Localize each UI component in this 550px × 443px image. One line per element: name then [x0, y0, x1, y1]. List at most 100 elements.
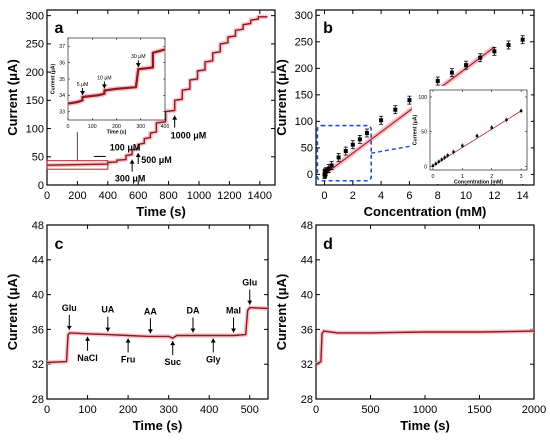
- x-tick-label: 1: [461, 174, 464, 180]
- data-point: [520, 37, 525, 42]
- annotation-arrow-head: [190, 328, 196, 333]
- inset-data-point: [434, 162, 438, 165]
- series-line: [46, 16, 268, 166]
- y-tick-label: 37: [59, 44, 65, 50]
- data-point: [407, 98, 412, 103]
- y-tick-label: 0: [307, 169, 313, 181]
- y-tick-label: 250: [26, 39, 44, 51]
- annotation-label: 1000 μM: [171, 131, 207, 141]
- x-axis-label: Concentration (mM): [454, 180, 503, 186]
- data-point: [393, 107, 398, 112]
- y-tick-label: 100: [295, 116, 313, 128]
- plot-frame: [46, 224, 269, 400]
- y-tick-label: 0: [424, 164, 427, 170]
- x-tick-label: 8: [435, 190, 441, 202]
- zoom-region-box: [316, 124, 373, 182]
- panel-a: 0 200 400 600 800 1000 1200 1400050100150200250…: [5, 9, 276, 219]
- inset-annotation-arrow-head: [135, 63, 141, 68]
- inset-background: [68, 38, 165, 120]
- y-axis-label: Current (μA): [274, 59, 289, 136]
- annotation-arrow-head: [85, 336, 91, 341]
- annotation-arrow-head: [135, 153, 141, 157]
- annotation-arrow-head: [231, 328, 237, 333]
- data-point: [506, 43, 511, 47]
- data-point: [492, 49, 497, 54]
- plot-frame: [315, 9, 535, 186]
- y-tick-label: 300: [295, 10, 313, 22]
- x-tick-label: 200: [112, 124, 121, 130]
- inset-data-point: [440, 158, 443, 161]
- y-axis-label: Current (μA): [412, 114, 418, 145]
- y-tick-label: 34: [59, 93, 65, 99]
- y-tick-label: 50: [32, 152, 44, 164]
- data-point: [343, 149, 348, 154]
- annotation-label: UA: [101, 305, 114, 315]
- x-tick-label: 300: [159, 404, 177, 416]
- y-tick-label: 150: [26, 95, 44, 107]
- annotation-arrow-head: [125, 338, 131, 343]
- x-tick-label: 400: [161, 124, 170, 130]
- x-tick-label: 1400: [248, 190, 272, 202]
- x-axis-label: Time (s): [400, 418, 450, 433]
- panel-label: a: [55, 20, 64, 37]
- inset-data-point: [437, 160, 441, 163]
- inset-data-point: [446, 154, 449, 157]
- annotation-arrow-head: [105, 327, 111, 332]
- annotation-label: Fru: [121, 354, 136, 364]
- y-tick-label: 33: [59, 110, 65, 116]
- y-tick-label: 28: [32, 394, 44, 406]
- y-tick-label: 36: [59, 60, 65, 66]
- y-tick-label: 0: [38, 180, 44, 192]
- x-tick-label: 100: [78, 404, 96, 416]
- annotation-label: 500 μM: [141, 155, 172, 165]
- annotation-label: 100 μM: [110, 142, 141, 152]
- x-tick-label: 500: [241, 404, 259, 416]
- x-tick-label: 1500: [467, 404, 491, 416]
- y-tick-label: 250: [295, 37, 313, 49]
- x-tick-label: 1000: [413, 404, 437, 416]
- y-tick-label: 44: [301, 255, 313, 267]
- annotation-arrow-head: [172, 115, 178, 120]
- y-tick-label: 40: [301, 289, 313, 301]
- inset-data-point: [475, 134, 479, 138]
- inset-series-line: [67, 48, 166, 105]
- y-tick-label: 32: [301, 359, 313, 371]
- inset-data-point: [452, 150, 455, 154]
- annotation-label: Gly: [206, 354, 221, 364]
- panel-c: 0 100 200 300 400 500 28 32 36 40 44 48 Time (s) Curr…: [5, 220, 269, 433]
- annotation-arrow-head: [66, 325, 72, 330]
- plot-frame: [315, 224, 535, 400]
- inset-data-point: [443, 156, 446, 159]
- x-tick-label: 400: [200, 404, 218, 416]
- x-tick-label: 12: [488, 190, 500, 202]
- x-tick-label: 400: [99, 190, 117, 202]
- annotation-label: Mal: [226, 305, 241, 315]
- x-axis-label: Concentration (mM): [364, 204, 487, 219]
- y-tick-label: 200: [26, 67, 44, 79]
- panel-label: b: [323, 20, 333, 37]
- y-tick-label: 200: [295, 63, 313, 75]
- x-tick-label: 0: [431, 174, 434, 180]
- x-tick-label: 800: [159, 190, 177, 202]
- y-tick-label: 32: [32, 359, 44, 371]
- data-point: [464, 63, 469, 68]
- x-tick-label: 6: [406, 190, 412, 202]
- data-point: [364, 131, 369, 136]
- y-tick-label: 50: [421, 130, 427, 136]
- x-tick-label: 4: [378, 190, 384, 202]
- y-tick-label: 40: [32, 289, 44, 301]
- y-axis-label: Current (μA): [50, 63, 56, 94]
- annotation-label: DA: [186, 305, 199, 315]
- x-tick-label: 300: [136, 124, 145, 130]
- x-tick-label: 2000: [522, 404, 546, 416]
- panel-label: d: [323, 236, 333, 253]
- annotation-label: 300 μM: [115, 174, 146, 184]
- data-point: [379, 118, 384, 123]
- y-tick-label: 300: [26, 10, 44, 22]
- inset-annotation-label: 30 μM: [131, 54, 146, 60]
- inset-data-point: [519, 109, 523, 113]
- x-tick-label: 100: [88, 124, 97, 130]
- x-tick-label: 0: [313, 404, 319, 416]
- series-line: [315, 330, 535, 365]
